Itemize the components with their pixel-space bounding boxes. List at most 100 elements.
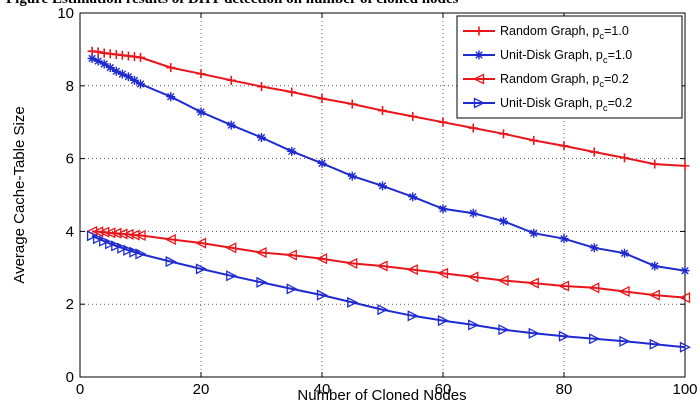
data-point — [408, 192, 418, 202]
data-point — [620, 153, 629, 163]
legend-entry: Random Graph, pc=1.0 — [463, 24, 629, 42]
data-point — [164, 233, 176, 245]
x-tick-label: 0 — [76, 381, 84, 398]
legend-name: Random Graph, p — [500, 72, 599, 86]
data-point — [86, 230, 99, 242]
data-point — [117, 242, 129, 254]
data-point — [128, 229, 140, 241]
series-4 — [86, 230, 691, 353]
data-point — [257, 132, 266, 142]
data-point — [257, 82, 266, 92]
data-point — [529, 228, 539, 238]
legend-suffix: =1.0 — [608, 48, 633, 62]
x-tick-label: 100 — [672, 381, 697, 398]
data-point — [93, 233, 105, 245]
data-point — [378, 106, 387, 116]
y-tick-label: 4 — [66, 223, 74, 240]
data-point — [129, 246, 141, 258]
data-point — [166, 92, 176, 102]
data-point — [346, 257, 358, 269]
data-point — [347, 99, 357, 109]
legend-entry: Random Graph, pc=0.2 — [463, 72, 629, 90]
data-point — [498, 324, 510, 336]
data-point — [317, 158, 327, 168]
data-point — [287, 146, 297, 156]
legend-entry: Unit-Disk Graph, pc=1.0 — [463, 48, 632, 66]
data-point — [136, 52, 145, 62]
data-point — [226, 120, 236, 130]
data-point — [680, 161, 690, 171]
data-point — [438, 117, 448, 127]
data-point — [377, 304, 389, 316]
legend-suffix: =0.2 — [608, 96, 633, 110]
y-tick-label: 0 — [66, 369, 74, 386]
data-point — [679, 292, 691, 304]
series-2 — [87, 54, 690, 276]
data-point — [105, 238, 117, 250]
data-point — [129, 75, 139, 85]
legend-marker — [474, 26, 484, 36]
data-point — [255, 246, 267, 259]
data-point — [136, 79, 145, 89]
series-layer — [86, 46, 691, 353]
legend-subscript: c — [599, 31, 604, 42]
data-point — [558, 330, 570, 342]
data-point — [123, 244, 135, 256]
data-point — [99, 59, 109, 69]
legend-label: Random Graph, pc=1.0 — [500, 24, 629, 42]
plot-frame — [79, 12, 686, 378]
data-point — [468, 319, 480, 331]
legend-label: Unit-Disk Graph, pc=0.2 — [500, 96, 632, 114]
data-point — [468, 123, 478, 133]
y-tick-label: 8 — [66, 78, 74, 95]
legend-subscript: c — [599, 79, 604, 90]
data-point — [316, 253, 328, 265]
series-1 — [87, 46, 690, 171]
data-point — [406, 264, 418, 276]
data-point — [408, 111, 418, 121]
data-point — [588, 282, 600, 294]
figure-caption: Figure Estimation results of DHT-detecti… — [0, 0, 700, 11]
data-point — [165, 256, 177, 268]
data-point — [226, 75, 236, 85]
x-tick-label: 20 — [193, 381, 210, 398]
data-point — [589, 147, 599, 157]
y-tick-label: 10 — [57, 5, 74, 22]
data-point — [378, 181, 387, 191]
data-point — [619, 335, 631, 347]
data-point — [589, 243, 599, 253]
data-point — [347, 296, 359, 308]
data-point — [316, 289, 328, 301]
data-point — [650, 261, 660, 271]
data-point — [166, 63, 176, 73]
y-tick-label: 6 — [66, 151, 74, 168]
data-point — [438, 204, 448, 214]
data-point — [558, 280, 570, 292]
data-point — [104, 227, 116, 239]
legend-name: Random Graph, p — [500, 24, 599, 38]
x-tick-label: 40 — [314, 381, 331, 398]
y-axis-label: Average Cache-Table Size — [11, 106, 28, 283]
data-point — [286, 283, 298, 295]
legend-suffix: =0.2 — [604, 72, 629, 86]
data-point — [589, 333, 601, 345]
data-point — [226, 270, 238, 282]
data-point — [287, 87, 297, 97]
legend-name: Unit-Disk Graph, p — [500, 48, 603, 62]
data-point — [117, 69, 127, 79]
data-point — [376, 260, 388, 272]
data-point — [499, 216, 508, 226]
data-point — [87, 54, 97, 63]
data-point — [437, 267, 449, 279]
legend-name: Unit-Disk Graph, p — [500, 96, 603, 110]
legend-suffix: =1.0 — [604, 24, 629, 38]
data-point — [196, 69, 206, 79]
x-tick-label: 80 — [556, 381, 573, 398]
legend-label: Random Graph, pc=0.2 — [500, 72, 629, 90]
legend-marker — [474, 50, 484, 60]
data-point — [620, 248, 629, 258]
data-point — [111, 66, 121, 76]
data-point — [497, 274, 509, 287]
